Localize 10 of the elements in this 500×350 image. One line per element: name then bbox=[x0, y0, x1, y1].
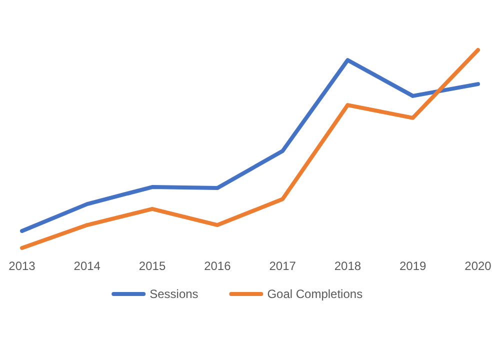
x-tick-label: 2017 bbox=[269, 259, 296, 273]
x-tick-label: 2013 bbox=[8, 259, 36, 273]
x-tick-label: 2015 bbox=[138, 259, 166, 273]
x-tick-label: 2016 bbox=[204, 259, 232, 273]
x-tick-label: 2020 bbox=[464, 259, 492, 273]
x-tick-label: 2018 bbox=[334, 259, 362, 273]
x-tick-label: 2014 bbox=[74, 259, 101, 273]
legend-label: Goal Completions bbox=[267, 287, 363, 301]
x-tick-label: 2019 bbox=[400, 259, 427, 273]
legend-label: Sessions bbox=[150, 287, 198, 301]
